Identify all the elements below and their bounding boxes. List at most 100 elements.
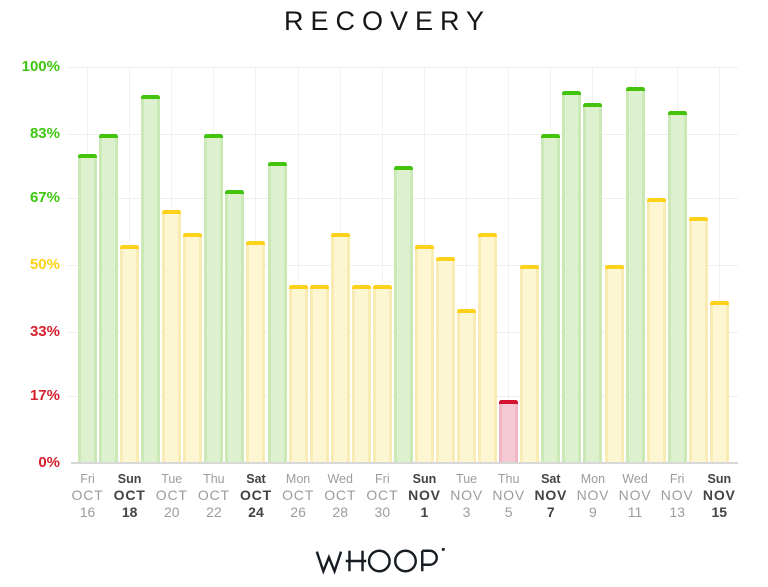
x-tick-month: OCT	[71, 487, 104, 503]
x-tick-weekday: Sun	[117, 472, 142, 486]
recovery-bar-nov-5[interactable]	[499, 399, 519, 463]
x-tick-day: 22	[206, 504, 222, 520]
x-tick-month: NOV	[576, 487, 610, 503]
x-tick-month: NOV	[618, 487, 652, 503]
recovery-bar-nov-9[interactable]	[583, 102, 603, 463]
x-tick-oct-22: Thu OCT 22	[190, 472, 238, 521]
y-tick-33: 33%	[29, 323, 60, 341]
x-tick-weekday: Mon	[285, 472, 311, 486]
recovery-bar-oct-28[interactable]	[330, 233, 350, 463]
recovery-bar-oct-20[interactable]	[162, 209, 182, 463]
recovery-bar-nov-3[interactable]	[457, 308, 477, 463]
recovery-bar-oct-25[interactable]	[267, 162, 287, 463]
recovery-bar-nov-11[interactable]	[625, 86, 645, 463]
recovery-bar-oct-26[interactable]	[288, 284, 308, 463]
recovery-bar-nov-2[interactable]	[436, 257, 456, 463]
recovery-bar-oct-22[interactable]	[204, 134, 224, 463]
recovery-bar-nov-14[interactable]	[688, 217, 708, 463]
gridline-h-100	[68, 67, 738, 68]
x-tick-month: OCT	[197, 487, 230, 503]
x-tick-weekday: Mon	[580, 472, 606, 486]
x-tick-weekday: Tue	[161, 472, 183, 486]
gridline-h-83	[68, 134, 738, 136]
recovery-bar-nov-10[interactable]	[604, 265, 624, 463]
y-tick-17: 17%	[29, 386, 60, 404]
x-tick-month: OCT	[282, 487, 315, 503]
x-tick-month: OCT	[113, 487, 146, 503]
recovery-bar-oct-19[interactable]	[141, 94, 161, 463]
y-tick-50: 50%	[29, 256, 60, 273]
x-tick-month: NOV	[408, 487, 441, 503]
x-axis-baseline	[71, 462, 738, 464]
x-tick-day: 20	[163, 504, 180, 520]
recovery-bar-nov-1[interactable]	[414, 245, 434, 463]
x-tick-oct-24: Sat OCT 24	[232, 472, 280, 521]
x-tick-month: OCT	[366, 487, 399, 503]
y-tick-100: 100%	[21, 58, 60, 75]
x-tick-day: 11	[627, 504, 643, 520]
recovery-bar-nov-15[interactable]	[709, 300, 729, 463]
x-tick-weekday: Thu	[497, 472, 520, 486]
recovery-bar-oct-27[interactable]	[309, 284, 329, 463]
x-tick-oct-28: Wed OCT 28	[316, 472, 364, 521]
gridline-v-oct-26	[297, 67, 299, 463]
recovery-bar-chart: 100% 83% 67% 50% 33% 17% 0% Fri OCT 16 Sun OCT 18 Tu…	[21, 58, 743, 521]
x-tick-day: 26	[290, 504, 306, 520]
recovery-bar-oct-31[interactable]	[393, 166, 413, 463]
x-tick-oct-20: Tue OCT 20	[148, 472, 196, 521]
recovery-bar-oct-23[interactable]	[225, 189, 245, 463]
x-tick-month: OCT	[155, 487, 188, 503]
x-tick-nov-5: Thu NOV 5	[485, 472, 533, 521]
x-tick-nov-15: Sun NOV 15	[695, 472, 743, 521]
x-tick-nov-9: Mon NOV 9	[569, 472, 617, 521]
gridline-v-nov-15	[718, 67, 720, 463]
x-tick-day: 1	[420, 504, 429, 520]
x-tick-month: OCT	[324, 487, 357, 503]
x-tick-weekday: Tue	[456, 472, 478, 486]
x-tick-nov-13: Fri NOV 13	[653, 472, 701, 521]
x-tick-nov-11: Wed NOV 11	[611, 472, 659, 521]
recovery-bar-oct-17[interactable]	[99, 134, 119, 463]
x-tick-weekday: Wed	[622, 472, 648, 486]
x-tick-nov-3: Tue NOV 3	[443, 472, 491, 521]
x-tick-weekday: Thu	[203, 472, 225, 486]
x-tick-weekday: Wed	[327, 472, 353, 486]
x-tick-day: 18	[121, 504, 138, 520]
y-tick-0: 0%	[38, 454, 60, 471]
recovery-bar-nov-8[interactable]	[562, 90, 582, 463]
recovery-bar-nov-4[interactable]	[478, 233, 498, 463]
whoop-wordmark-icon	[315, 547, 445, 575]
recovery-bar-oct-30[interactable]	[372, 284, 392, 463]
x-tick-oct-18: Sun OCT 18	[106, 472, 154, 521]
recovery-bar-nov-7[interactable]	[541, 134, 561, 463]
recovery-bar-oct-21[interactable]	[183, 233, 203, 463]
recovery-bar-nov-13[interactable]	[667, 110, 687, 463]
x-tick-weekday: Sun	[707, 472, 732, 486]
x-tick-oct-26: Mon OCT 26	[274, 472, 322, 521]
x-tick-nov-1: Sun NOV 1	[400, 472, 448, 521]
x-tick-nov-7: Sat NOV 7	[527, 472, 575, 521]
x-tick-month: NOV	[492, 487, 526, 503]
x-tick-day: 7	[546, 504, 555, 520]
x-tick-weekday: Sat	[541, 472, 561, 486]
x-tick-month: OCT	[239, 487, 272, 503]
x-tick-weekday: Fri	[375, 472, 390, 486]
x-tick-day: 9	[589, 504, 597, 520]
x-tick-oct-30: Fri OCT 30	[358, 472, 406, 521]
recovery-bar-nov-12[interactable]	[646, 197, 666, 463]
x-tick-month: NOV	[660, 487, 694, 503]
x-tick-day: 30	[374, 504, 391, 520]
recovery-bar-oct-29[interactable]	[351, 284, 371, 463]
x-tick-day: 16	[79, 504, 96, 520]
x-tick-month: NOV	[450, 487, 483, 503]
x-tick-weekday: Fri	[669, 472, 685, 486]
x-tick-weekday: Sun	[412, 472, 437, 486]
recovery-bar-oct-16[interactable]	[78, 154, 97, 463]
recovery-bar-nov-6[interactable]	[520, 265, 540, 463]
x-tick-weekday: Sat	[246, 472, 266, 486]
gridline-v-oct-30	[381, 67, 383, 463]
recovery-bar-oct-18[interactable]	[120, 245, 140, 463]
x-tick-day: 13	[669, 504, 685, 520]
recovery-bar-oct-24[interactable]	[246, 241, 266, 463]
